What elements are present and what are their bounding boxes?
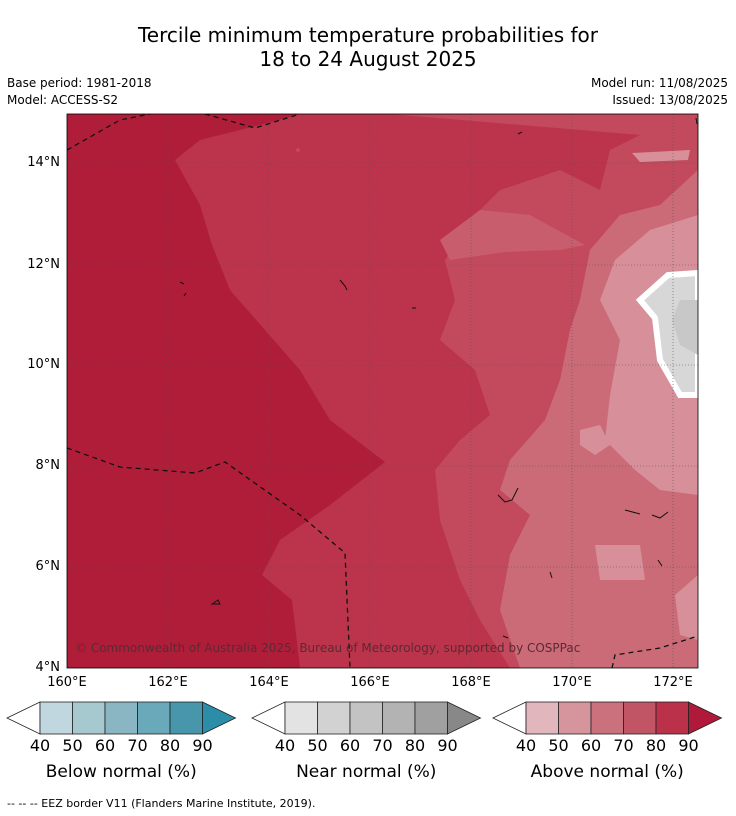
colorbar-tick-label: 40 [515,736,537,755]
colorbar-segment [284,701,318,735]
colorbar-segment [317,701,351,735]
colorbar-segment [382,701,416,735]
colorbar-tick-label: 60 [94,736,116,755]
colorbar-title: Below normal (%) [45,762,197,782]
colorbar-tick-label: 80 [404,736,426,755]
region-50-60-north [440,210,585,260]
map-fill-regions [67,114,698,668]
region-40-50-c [675,575,698,640]
colorbar-segment [72,701,106,735]
colorbar-title: Above normal (%) [530,762,684,782]
colorbar-tick-label: 90 [678,736,699,755]
colorbar-segment [349,701,383,735]
map-title-line1: Tercile minimum temperature probabilitie… [137,23,599,47]
region-40-50-d [580,425,610,455]
colorbar-tick-label: 90 [437,736,458,755]
eez-borders [67,114,698,668]
lon-label-170e: 170°E [552,675,592,690]
colorbar-segment [169,701,203,735]
lat-label-4n: 4°N [35,660,61,675]
islands [179,117,698,639]
lat-label-14n: 14°N [27,155,60,170]
colorbar-segment [558,701,592,735]
colorbar-segment [655,701,689,735]
lon-label-166e: 166°E [350,675,390,690]
lat-label-8n: 8°N [35,458,61,473]
colorbar-tick-label: 50 [307,736,328,755]
lon-label-160e: 160°E [47,675,87,690]
colorbar-segment [137,701,171,735]
colorbar-low-extend [492,701,527,735]
colorbar-tick-label: 70 [372,736,393,755]
legend-colorbars [6,701,723,735]
colorbar-high-extend [202,701,237,735]
lon-label-172e: 172°E [653,675,693,690]
colorbar-segment [525,701,559,735]
eez-footnote: -- -- -- EEZ border V11 (Flanders Marine… [7,797,316,810]
model-name: Model: ACCESS-S2 [7,93,119,107]
colorbar-tick-label: 40 [29,736,51,755]
colorbar-tick-label: 50 [548,736,569,755]
colorbar-tick-label: 60 [580,736,602,755]
lat-label-12n: 12°N [27,257,60,272]
colorbar-tick-label: 70 [127,736,148,755]
colorbar-tick-label: 90 [192,736,213,755]
lat-label-6n: 6°N [35,559,61,574]
model-run-date: Model run: 11/08/2025 [590,76,728,90]
colorbar-high-extend [688,701,723,735]
colorbar-tick-label: 40 [274,736,296,755]
region-40-50-e [632,150,690,162]
base-period: Base period: 1981-2018 [7,76,152,90]
lon-label-168e: 168°E [451,675,491,690]
copyright-credit: © Commonwealth of Australia 2025, Bureau… [75,641,581,655]
colorbar-tick-label: 80 [159,736,181,755]
lon-label-162e: 162°E [148,675,188,690]
lat-label-10n: 10°N [27,357,60,372]
colorbar-segment [623,701,657,735]
colorbar-title: Near normal (%) [296,762,437,782]
colorbar-segment [39,701,73,735]
colorbar-low-extend [6,701,41,735]
colorbar-tick-label: 70 [613,736,634,755]
colorbar-segment [590,701,624,735]
region-near-normal-50-60 [672,300,698,355]
region-40-50-b [595,545,645,580]
gridlines [67,114,698,668]
colorbar-tick-label: 60 [339,736,361,755]
lon-label-164e: 164°E [249,675,289,690]
colorbar-tick-label: 80 [645,736,667,755]
issued-date: Issued: 13/08/2025 [612,93,728,107]
colorbar-segment [414,701,448,735]
colorbar-segment [104,701,138,735]
map-frame [66,113,699,669]
colorbar-high-extend [447,701,482,735]
map-title-line2: 18 to 24 August 2025 [259,47,477,71]
colorbar-tick-label: 50 [62,736,83,755]
colorbar-low-extend [251,701,286,735]
